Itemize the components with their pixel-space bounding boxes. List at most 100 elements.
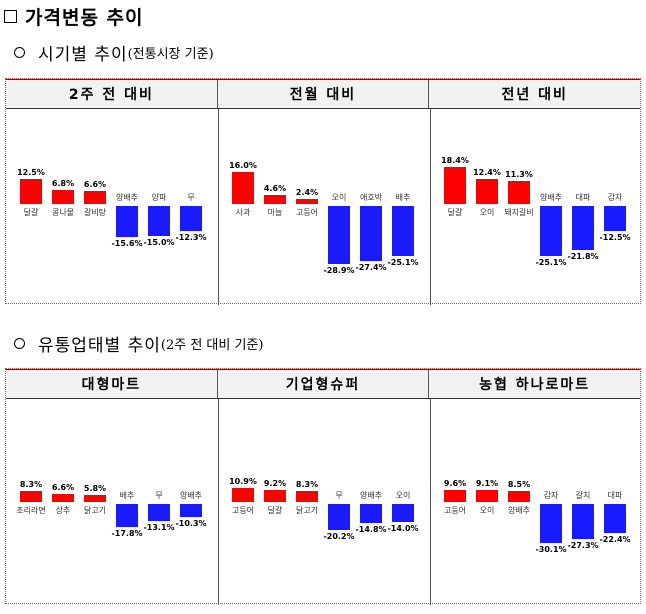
section2-title: 유통업태별 추이 xyxy=(38,336,161,356)
data-label: 9.6% xyxy=(443,478,467,488)
bar-대파 xyxy=(604,504,626,533)
bar-달걀 xyxy=(264,490,286,502)
column-divider xyxy=(218,399,219,605)
bar-양배추 xyxy=(508,491,530,502)
data-label: 18.4% xyxy=(441,156,469,166)
section2-heading: 유통업태별 추이 (2주 전 대비 기준) xyxy=(14,331,263,356)
data-label: -14.0% xyxy=(387,523,419,533)
data-label: 10.9% xyxy=(229,477,257,487)
data-label: -30.1% xyxy=(535,544,567,554)
bar-고등어 xyxy=(232,488,254,502)
header-cell: 기업형슈퍼 xyxy=(218,370,430,398)
bar-감자 xyxy=(540,504,562,543)
category-label: 감자 xyxy=(543,491,559,500)
data-label: -14.8% xyxy=(355,524,387,534)
bar-애호박 xyxy=(360,206,382,261)
bar-양배추 xyxy=(360,504,382,523)
data-label: -27.3% xyxy=(567,540,599,550)
bar-고등어 xyxy=(444,489,466,502)
data-label: 2.4% xyxy=(295,188,319,198)
data-label: -28.9% xyxy=(323,265,355,275)
bar-양배추 xyxy=(180,504,202,518)
bar-감자 xyxy=(604,206,626,231)
bar-무 xyxy=(180,206,202,231)
circle-bullet-icon xyxy=(14,47,25,58)
data-label: -12.5% xyxy=(599,233,631,242)
bar-양배추 xyxy=(540,206,562,257)
bar-조리라면 xyxy=(20,491,42,502)
bar-무 xyxy=(148,504,170,521)
category-label: 달걀 xyxy=(23,208,39,217)
category-label: 달걀 xyxy=(267,506,283,515)
data-label: -27.4% xyxy=(355,262,387,272)
bar-갈비탕 xyxy=(84,190,106,204)
data-label: 6.8% xyxy=(51,179,75,189)
category-label: 감자 xyxy=(607,193,623,202)
category-label: 양배추 xyxy=(359,491,383,500)
column-divider xyxy=(430,399,431,605)
table-channel-header: 대형마트 기업형슈퍼 농협 하나로마트 xyxy=(6,369,640,399)
category-label: 애호박 xyxy=(359,193,383,202)
data-label: 8.5% xyxy=(507,480,531,490)
data-label: 4.6% xyxy=(263,183,287,193)
data-label: 6.6% xyxy=(83,179,107,189)
data-label: 12.4% xyxy=(473,168,501,178)
category-label: 오이 xyxy=(331,193,347,202)
bar-고등어 xyxy=(296,199,318,204)
category-label: 고등어 xyxy=(443,506,467,515)
bar-무 xyxy=(328,504,350,530)
category-label: 양배추 xyxy=(179,491,203,500)
category-label: 조리라면 xyxy=(16,506,46,515)
category-label: 상추 xyxy=(55,506,71,515)
bar-콩나물 xyxy=(52,190,74,204)
category-label: 갈치 xyxy=(575,491,591,500)
bar-돼지갈비 xyxy=(508,181,530,204)
data-label: -15.6% xyxy=(111,239,143,249)
category-label: 무 xyxy=(335,491,343,500)
data-label: 9.2% xyxy=(263,479,287,489)
category-label: 닭고기 xyxy=(295,506,319,515)
bar-갈치 xyxy=(572,504,594,539)
header-cell: 전월 대비 xyxy=(218,80,430,108)
category-label: 오이 xyxy=(479,506,495,515)
data-label: -21.8% xyxy=(567,251,599,261)
bar-상추 xyxy=(52,493,74,502)
data-label: 5.8% xyxy=(83,483,107,493)
data-label: -20.2% xyxy=(323,531,355,541)
data-label: 6.6% xyxy=(51,482,75,492)
section2-note: (2주 전 대비 기준) xyxy=(160,338,264,353)
category-label: 닭고기 xyxy=(83,506,107,515)
data-label: 9.1% xyxy=(475,479,499,489)
category-label: 양배추 xyxy=(539,193,563,202)
checkbox-square-icon xyxy=(4,9,17,23)
data-label: 11.3% xyxy=(505,170,533,180)
category-label: 대파 xyxy=(575,193,591,202)
category-label: 양배추 xyxy=(507,506,531,515)
section1-heading: 시기별 추이 (전통시장 기준) xyxy=(14,40,214,65)
data-label: 12.5% xyxy=(17,168,45,177)
data-label: -15.0% xyxy=(143,238,175,247)
category-label: 오이 xyxy=(395,491,411,500)
bar-마늘 xyxy=(264,194,286,204)
data-label: -25.1% xyxy=(535,258,567,268)
data-label: -10.3% xyxy=(175,519,207,529)
data-label: 8.3% xyxy=(295,480,319,490)
category-label: 무 xyxy=(155,491,163,500)
category-label: 오이 xyxy=(479,208,495,217)
category-label: 고등어 xyxy=(231,506,255,515)
category-label: 배추 xyxy=(119,491,135,500)
header-cell: 2주 전 대비 xyxy=(6,80,218,108)
category-label: 양배추 xyxy=(115,193,139,202)
bar-사과 xyxy=(232,172,254,204)
category-label: 돼지갈비 xyxy=(504,208,534,217)
category-label: 양파 xyxy=(151,193,167,202)
bar-달걀 xyxy=(444,167,466,204)
bar-배추 xyxy=(116,504,138,527)
bar-닭고기 xyxy=(296,491,318,502)
category-label: 고등어 xyxy=(295,208,319,217)
bar-오이 xyxy=(392,504,414,522)
page-title-row: 가격변동 추이 xyxy=(4,4,144,29)
category-label: 갈비탕 xyxy=(83,208,107,217)
category-label: 달걀 xyxy=(447,208,463,217)
bar-배추 xyxy=(392,206,414,257)
